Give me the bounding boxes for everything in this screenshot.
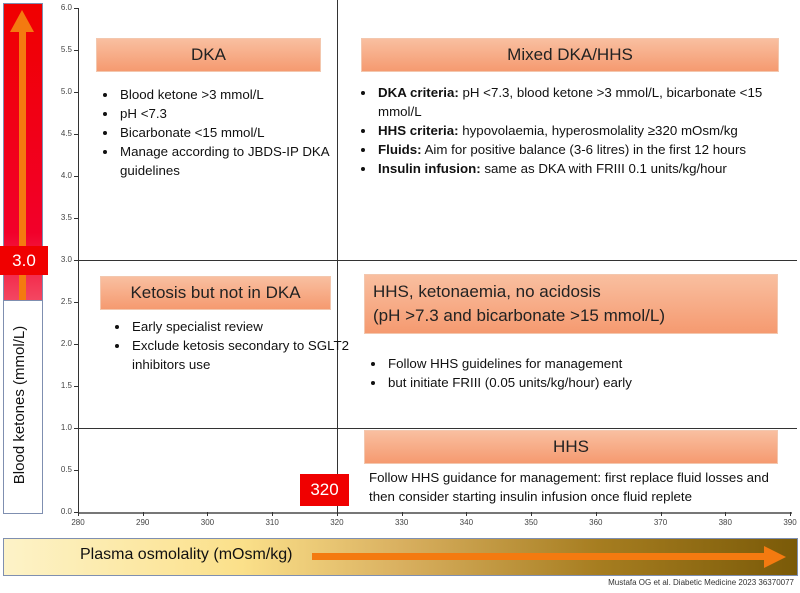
y-tick-mark: [74, 8, 78, 9]
x-tick-mark: [401, 512, 403, 516]
y-tick-mark: [74, 218, 78, 219]
x-tick-label: 380: [718, 518, 732, 527]
x-tick-label: 300: [200, 518, 215, 527]
y-tick-label: 4.5: [60, 129, 72, 138]
ketone-1-line: [78, 428, 797, 429]
y-tick-mark: [74, 176, 78, 177]
list-item: Blood ketone >3 mmol/L: [118, 85, 343, 104]
osmolality-threshold-label: 320: [300, 474, 349, 506]
x-tick-label: 290: [136, 518, 150, 527]
list-item: but initiate FRIII (0.05 units/kg/hour) …: [386, 373, 796, 392]
y-tick-label: 4.0: [60, 171, 72, 180]
dka-list: Blood ketone >3 mmol/L pH <7.3 Bicarbona…: [100, 85, 343, 180]
list-item: Exclude ketosis secondary to SGLT2 inhib…: [130, 336, 360, 374]
list-item: Follow HHS guidelines for management: [386, 354, 796, 373]
y-tick-mark: [74, 512, 78, 513]
x-tick-mark: [466, 512, 468, 516]
y-tick-label: 6.0: [60, 3, 72, 12]
y-tick-mark: [74, 428, 78, 429]
list-item: DKA criteria: pH <7.3, blood ketone >3 m…: [376, 83, 800, 121]
x-axis-label: Plasma osmolality (mOsm/kg): [80, 546, 293, 563]
y-label-box: [3, 300, 43, 514]
y-tick-label: 5.0: [60, 87, 72, 96]
list-item: Manage according to JBDS-IP DKA guidelin…: [118, 142, 343, 180]
y-tick-label: 0.5: [60, 465, 72, 474]
y-tick-label: 1.5: [60, 381, 72, 390]
x-tick-label: 330: [394, 518, 409, 527]
y-tick-label: 2.0: [60, 339, 72, 348]
x-arrow-shaft: [312, 553, 767, 560]
list-item: Fluids: Aim for positive balance (3-6 li…: [376, 140, 800, 159]
x-tick-label: 350: [524, 518, 538, 527]
y-tick-mark: [74, 302, 78, 303]
hhs-ketonaemia-list: Follow HHS guidelines for management but…: [368, 354, 796, 392]
arrow-right-icon: [764, 546, 786, 568]
y-tick-label: 1.0: [60, 423, 72, 432]
y-tick-label: 2.5: [60, 297, 72, 306]
osmolality-threshold-line: [336, 0, 338, 512]
list-item: pH <7.3: [118, 104, 343, 123]
y-tick-mark: [74, 134, 78, 135]
x-tick-mark: [725, 512, 727, 516]
x-tick-mark: [660, 512, 662, 516]
list-item: Bicarbonate <15 mmol/L: [118, 123, 343, 142]
hhs-header: HHS: [364, 430, 778, 464]
mixed-header: Mixed DKA/HHS: [361, 38, 779, 72]
x-tick-label: 340: [459, 518, 474, 527]
x-tick-label: 280: [71, 518, 85, 527]
list-item: Insulin infusion: same as DKA with FRIII…: [376, 159, 800, 178]
y-axis-label: Blood ketones (mmol/L): [11, 325, 28, 485]
x-tick-mark: [336, 512, 338, 516]
dka-header: DKA: [96, 38, 321, 72]
y-tick-mark: [74, 260, 78, 261]
x-tick-label: 320: [330, 518, 344, 527]
y-tick-label: 3.5: [60, 213, 72, 222]
ketone-threshold-label: 3.0: [0, 246, 48, 275]
x-tick-label: 360: [589, 518, 603, 527]
x-tick-mark: [207, 512, 209, 516]
hhs-text: Follow HHS guidance for management: firs…: [369, 470, 769, 504]
y-tick-mark: [74, 344, 78, 345]
y-tick-label: 0.0: [60, 507, 72, 516]
x-tick-mark: [595, 512, 597, 516]
y-tick-mark: [74, 92, 78, 93]
y-tick-label: 3.0: [60, 255, 72, 264]
y-tick-mark: [74, 386, 78, 387]
x-tick-label: 310: [265, 518, 279, 527]
arrow-up-icon: [10, 10, 34, 32]
y-tick-mark: [74, 470, 78, 471]
x-tick-mark: [531, 512, 533, 516]
list-item: HHS criteria: hypovolaemia, hyperosmolal…: [376, 121, 800, 140]
ketosis-header: Ketosis but not in DKA: [100, 276, 331, 310]
x-tick-mark: [78, 512, 79, 516]
x-tick-label: 370: [653, 518, 668, 527]
ketone-threshold-line: [78, 260, 797, 261]
hhs-ketonaemia-header: HHS, ketonaemia, no acidosis (pH >7.3 an…: [364, 274, 778, 334]
y-tick-label: 5.5: [60, 45, 72, 54]
x-tick-mark: [142, 512, 144, 516]
x-axis-line: [78, 512, 792, 514]
y-tick-mark: [74, 50, 78, 51]
mixed-list: DKA criteria: pH <7.3, blood ketone >3 m…: [358, 83, 800, 178]
x-tick-label: 390: [783, 518, 797, 527]
x-tick-mark: [790, 512, 791, 516]
list-item: Early specialist review: [130, 317, 360, 336]
ketosis-list: Early specialist review Exclude ketosis …: [102, 317, 360, 374]
citation: Mustafa OG et al. Diabetic Medicine 2023…: [608, 578, 794, 587]
x-tick-mark: [272, 512, 274, 516]
